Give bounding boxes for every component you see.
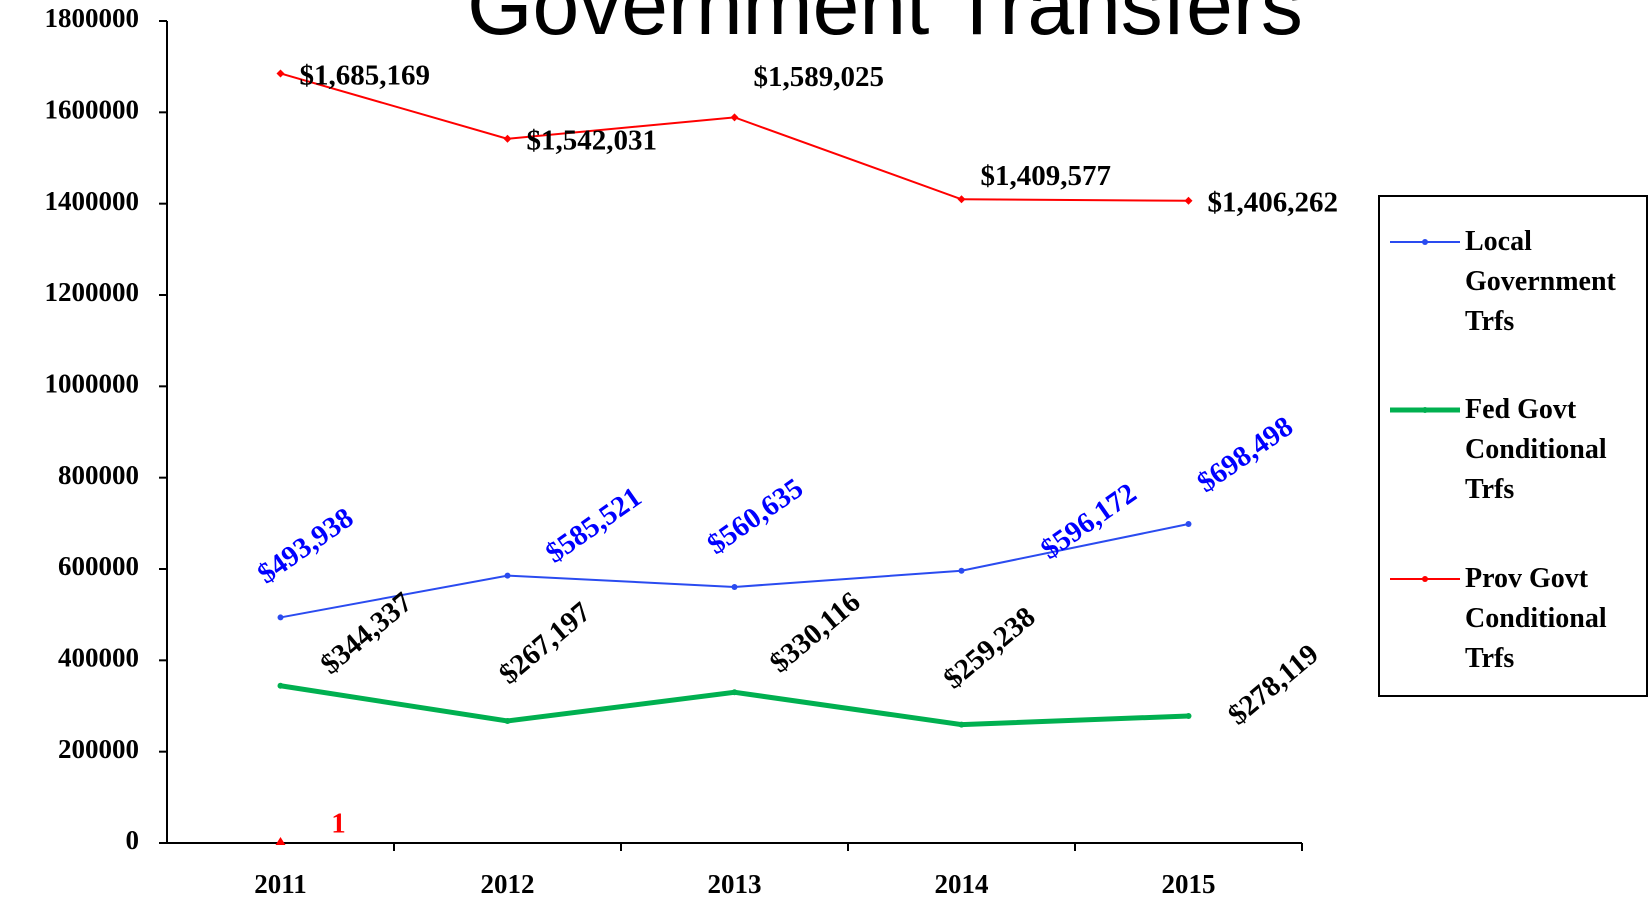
page: {"chart_data": {"type": "line", "title":… <box>0 0 1652 906</box>
data-label: $1,542,031 <box>526 125 657 157</box>
legend-entry: Prov Govt Conditional Trfs <box>1388 559 1644 679</box>
data-label: $1,409,577 <box>980 160 1110 192</box>
x-tick-label: 2015 <box>1162 869 1216 899</box>
data-label: $560,635 <box>702 472 809 561</box>
point <box>732 584 738 590</box>
point <box>732 689 738 695</box>
y-tick-label: 200000 <box>58 734 139 764</box>
x-tick-label: 2013 <box>708 869 762 899</box>
y-tick-label: 1200000 <box>45 277 140 307</box>
y-tick-label: 600000 <box>58 551 139 581</box>
data-label: $267,197 <box>493 596 597 690</box>
point <box>278 683 284 689</box>
data-label: $278,119 <box>1222 638 1325 731</box>
annotation: 1 <box>331 808 346 840</box>
y-tick-label: 1600000 <box>45 95 140 125</box>
x-tick-label: 2012 <box>481 869 535 899</box>
legend-marker <box>1422 407 1428 413</box>
legend-label: Fed Govt Conditional Trfs <box>1465 390 1644 510</box>
legend-label: Prov Govt Conditional Trfs <box>1465 559 1644 679</box>
data-label: $1,406,262 <box>1207 187 1338 219</box>
point <box>1185 197 1193 205</box>
point <box>731 113 739 121</box>
y-tick-label: 400000 <box>58 643 139 673</box>
point <box>959 722 965 728</box>
data-label: $493,938 <box>252 502 359 591</box>
y-tick-label: 800000 <box>58 460 139 490</box>
data-label: $585,521 <box>540 481 647 570</box>
legend-swatch <box>1388 573 1462 585</box>
y-tick-label: 1000000 <box>45 369 140 399</box>
point <box>505 573 511 579</box>
legend-label: Local Government Trfs <box>1465 222 1644 342</box>
point <box>958 195 966 203</box>
legend: Local Government Trfs Fed Govt Conditiona… <box>1378 195 1648 697</box>
data-label: $596,172 <box>1035 477 1142 566</box>
point <box>505 718 511 724</box>
chart-title: Government Transfers <box>467 0 1303 52</box>
data-label: $259,238 <box>938 601 1042 695</box>
x-tick-label: 2014 <box>935 869 989 899</box>
annotation-point <box>276 837 286 845</box>
y-tick-label: 1800000 <box>45 3 140 33</box>
point <box>278 614 284 620</box>
y-tick-label: 1400000 <box>45 186 140 216</box>
data-label: $344,337 <box>315 586 419 680</box>
point <box>504 135 512 143</box>
legend-entry: Fed Govt Conditional Trfs <box>1388 390 1644 510</box>
data-label: $698,498 <box>1191 410 1298 499</box>
data-label: $1,589,025 <box>753 61 884 93</box>
legend-marker <box>1422 576 1428 582</box>
data-label: $330,116 <box>764 586 867 679</box>
point <box>277 69 285 77</box>
point <box>1186 713 1192 719</box>
x-tick-label: 2011 <box>254 869 307 899</box>
y-tick-label: 0 <box>126 825 140 855</box>
legend-swatch <box>1388 236 1462 248</box>
legend-marker <box>1422 239 1428 245</box>
point <box>959 568 965 574</box>
data-label: $1,685,169 <box>299 59 430 91</box>
legend-entry: Local Government Trfs <box>1388 222 1644 342</box>
point <box>1186 521 1192 527</box>
legend-swatch <box>1388 404 1462 416</box>
